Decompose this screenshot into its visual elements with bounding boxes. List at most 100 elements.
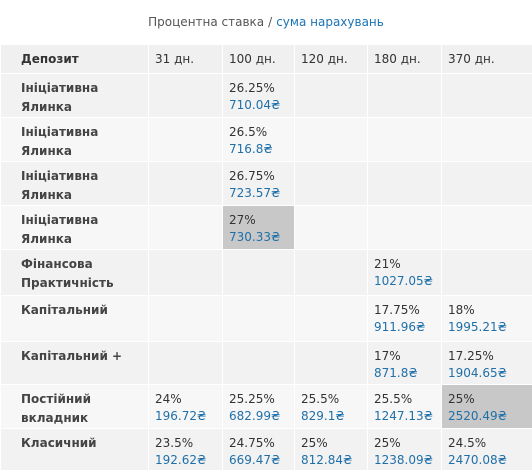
rate-value: 25% <box>374 434 435 452</box>
rate-cell <box>223 250 295 296</box>
rate-cell <box>149 162 223 206</box>
rate-cell[interactable]: 18% 1995.21₴ <box>442 296 532 342</box>
deposit-name: Капітальний + <box>1 342 149 385</box>
rate-cell <box>368 162 442 206</box>
rate-value: 17.25% <box>448 347 526 365</box>
rate-cell <box>442 118 532 162</box>
accrual-amount: 829.1₴ <box>301 408 361 424</box>
accrual-amount: 911.96₴ <box>374 319 435 335</box>
rate-cell[interactable]: 25% 812.84₴ <box>295 429 368 471</box>
accrual-amount: 192.62₴ <box>155 452 216 468</box>
deposit-name: Фінансова Практичність <box>1 250 149 296</box>
rate-cell <box>368 74 442 118</box>
rate-cell <box>149 118 223 162</box>
rate-cell <box>149 74 223 118</box>
rate-cell[interactable]: 27% 730.33₴ <box>223 206 295 250</box>
rate-value: 25% <box>301 434 361 452</box>
accrual-amount: 1027.05₴ <box>374 273 435 289</box>
rate-cell[interactable]: 25.5% 829.1₴ <box>295 385 368 429</box>
rate-value: 26.25% <box>229 79 288 97</box>
header-term-31: 31 дн. <box>149 45 223 74</box>
table-row: Фінансова Практичність 21% 1027.05₴ <box>1 250 532 296</box>
rate-cell[interactable]: 25% 2520.49₴ <box>442 385 532 429</box>
rate-cell <box>149 250 223 296</box>
rate-value: 26.5% <box>229 123 288 141</box>
rate-cell[interactable]: 26.25% 710.04₴ <box>223 74 295 118</box>
rate-value: 17.75% <box>374 301 435 319</box>
rate-cell[interactable]: 26.5% 716.8₴ <box>223 118 295 162</box>
rate-cell[interactable]: 24.5% 2470.08₴ <box>442 429 532 471</box>
table-row: Ініціативна Ялинка 26.25% 710.04₴ <box>1 74 532 118</box>
rate-value: 21% <box>374 255 435 273</box>
accrual-amount: 730.33₴ <box>229 229 288 245</box>
accrual-amount: 1995.21₴ <box>448 319 526 335</box>
rate-cell[interactable]: 26.75% 723.57₴ <box>223 162 295 206</box>
rate-value: 18% <box>448 301 526 319</box>
accrual-amount: 1247.13₴ <box>374 408 435 424</box>
table-row: Капітальний 17.75% 911.96₴ 18% 1995.21₴ <box>1 296 532 342</box>
rate-cell[interactable]: 21% 1027.05₴ <box>368 250 442 296</box>
rate-caption-label: Процентна ставка <box>148 15 264 29</box>
deposit-name: Ініціативна Ялинка <box>1 74 149 118</box>
table-row: Класичний 23.5% 192.62₴ 24.75% 669.47₴ 25% 812… <box>1 429 532 471</box>
header-term-180: 180 дн. <box>368 45 442 74</box>
accrual-amount: 2520.49₴ <box>448 408 526 424</box>
rate-cell[interactable]: 17.75% 911.96₴ <box>368 296 442 342</box>
rate-cell <box>223 296 295 342</box>
accrual-amount: 1238.09₴ <box>374 452 435 468</box>
accrual-amount: 669.47₴ <box>229 452 288 468</box>
rate-value: 26.75% <box>229 167 288 185</box>
rate-cell[interactable]: 17.25% 1904.65₴ <box>442 342 532 385</box>
deposit-rates-table: Депозит 31 дн. 100 дн. 120 дн. 180 дн. 3… <box>0 44 532 471</box>
deposit-name: Постійний вкладник <box>1 385 149 429</box>
rate-cell[interactable]: 24% 196.72₴ <box>149 385 223 429</box>
rate-cell <box>295 74 368 118</box>
accrual-amount: 812.84₴ <box>301 452 361 468</box>
accrual-amount: 682.99₴ <box>229 408 288 424</box>
accrual-amount: 2470.08₴ <box>448 452 526 468</box>
table-row: Ініціативна Ялинка 26.5% 716.8₴ <box>1 118 532 162</box>
rate-cell <box>368 206 442 250</box>
rate-cell <box>149 206 223 250</box>
table-row: Ініціативна Ялинка 26.75% 723.57₴ <box>1 162 532 206</box>
table-row: Ініціативна Ялинка 27% 730.33₴ <box>1 206 532 250</box>
deposit-name: Класичний <box>1 429 149 471</box>
rate-cell[interactable]: 25% 1238.09₴ <box>368 429 442 471</box>
rate-cell[interactable]: 24.75% 669.47₴ <box>223 429 295 471</box>
rate-cell <box>442 74 532 118</box>
rate-cell <box>442 206 532 250</box>
table-row: Капітальний + 17% 871.8₴ 17.25% 1904.65₴ <box>1 342 532 385</box>
rate-cell[interactable]: 17% 871.8₴ <box>368 342 442 385</box>
rate-cell <box>295 296 368 342</box>
rate-cell[interactable]: 25.25% 682.99₴ <box>223 385 295 429</box>
rate-cell <box>223 342 295 385</box>
amount-caption-label: сума нарахувань <box>276 15 384 29</box>
deposit-name: Ініціативна Ялинка <box>1 162 149 206</box>
rate-cell <box>295 206 368 250</box>
header-deposit: Депозит <box>1 45 149 74</box>
rate-cell[interactable]: 23.5% 192.62₴ <box>149 429 223 471</box>
rate-cell <box>295 342 368 385</box>
rate-value: 17% <box>374 347 435 365</box>
deposit-name: Ініціативна Ялинка <box>1 206 149 250</box>
rate-cell <box>442 162 532 206</box>
deposit-name: Капітальний <box>1 296 149 342</box>
accrual-amount: 871.8₴ <box>374 365 435 381</box>
rate-cell <box>368 118 442 162</box>
rate-value: 24% <box>155 390 216 408</box>
header-term-370: 370 дн. <box>442 45 532 74</box>
rate-value: 25% <box>448 390 526 408</box>
accrual-amount: 196.72₴ <box>155 408 216 424</box>
rate-value: 25.5% <box>374 390 435 408</box>
rate-cell <box>149 342 223 385</box>
header-term-100: 100 дн. <box>223 45 295 74</box>
rate-cell <box>442 250 532 296</box>
rate-cell <box>295 118 368 162</box>
table-body: Ініціативна Ялинка 26.25% 710.04₴ Ініціатив… <box>1 74 532 471</box>
rate-cell <box>149 296 223 342</box>
rate-cell[interactable]: 25.5% 1247.13₴ <box>368 385 442 429</box>
accrual-amount: 716.8₴ <box>229 141 288 157</box>
rate-value: 24.5% <box>448 434 526 452</box>
accrual-amount: 710.04₴ <box>229 97 288 113</box>
